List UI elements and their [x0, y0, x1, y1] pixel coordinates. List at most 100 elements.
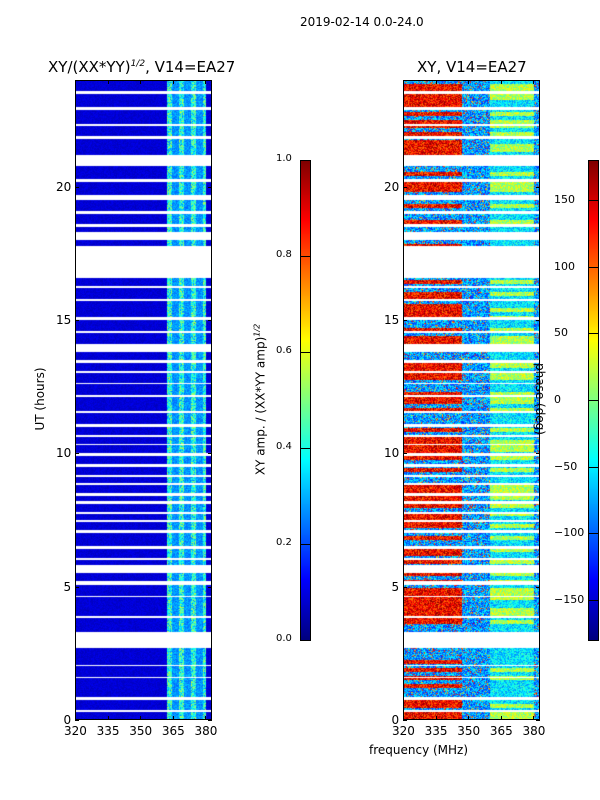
- colorbar-tick: [300, 448, 311, 449]
- y-tick-mark: [75, 453, 79, 455]
- x-tick-label: 320: [64, 724, 87, 738]
- x-tick-mark-top: [75, 80, 76, 84]
- amp-cb-label-text: XY amp. / (XX*YY amp): [253, 336, 268, 476]
- y-tick-label: 0: [391, 713, 400, 727]
- x-tick-mark: [435, 716, 437, 720]
- x-tick-label: 335: [424, 724, 448, 738]
- y-tick-mark-right: [208, 453, 212, 455]
- y-tick-label: 0: [63, 713, 72, 727]
- left-title-sup: 1/2: [130, 59, 146, 69]
- y-tick-mark-right: [536, 320, 540, 321]
- x-tick-mark-top: [468, 80, 470, 84]
- colorbar-tick-label: 150: [554, 193, 575, 206]
- colorbar-tick-label: 1.0: [276, 153, 292, 164]
- left-title-tail: , V14=EA27: [145, 58, 236, 76]
- colorbar-tick: [300, 544, 311, 545]
- colorbar-tick: [300, 352, 311, 353]
- x-tick-label: 320: [392, 724, 415, 738]
- x-tick-mark: [205, 716, 207, 720]
- phase-heatmap: [403, 80, 540, 719]
- x-tick-mark-top: [500, 80, 502, 84]
- colorbar-tick-label: −150: [554, 593, 585, 606]
- y-tick-mark-right: [208, 586, 212, 588]
- x-tick-mark-top: [107, 80, 109, 84]
- x-tick-mark-top: [205, 80, 207, 84]
- x-tick-label: 365: [161, 724, 185, 738]
- amplitude-heatmap: [75, 80, 212, 719]
- y-tick-mark-right: [536, 586, 540, 588]
- colorbar-tick-label: 0.2: [276, 537, 292, 548]
- right-axes-frame: [403, 80, 540, 720]
- x-tick-label: 380: [522, 724, 546, 738]
- colorbar-tick: [300, 256, 311, 257]
- x-tick-label: 350: [129, 724, 153, 738]
- y-tick-label: 5: [391, 579, 400, 594]
- x-tick-mark-top: [533, 80, 535, 84]
- colorbar-tick-label: −50: [554, 459, 578, 473]
- x-tick-mark-top: [140, 80, 142, 84]
- x-tick-mark: [500, 716, 502, 720]
- left-axes-frame: [75, 80, 212, 720]
- y-tick-mark: [403, 320, 407, 321]
- y-tick-mark-right: [536, 720, 540, 721]
- colorbar-tick-label: 0.6: [276, 345, 292, 356]
- y-tick-mark: [75, 720, 79, 721]
- y-tick-label: 10: [56, 446, 72, 461]
- y-tick-mark: [75, 186, 79, 188]
- colorbar-tick-label: 100: [554, 259, 575, 273]
- x-tick-mark-top: [435, 80, 437, 84]
- y-tick-mark: [403, 453, 407, 455]
- y-tick-label: 10: [384, 446, 400, 461]
- amplitude-colorbar: [300, 160, 310, 640]
- colorbar-tick-label: 0.8: [276, 249, 292, 260]
- x-tick-label: 380: [194, 724, 218, 738]
- y-tick-label: 15: [384, 313, 400, 327]
- x-tick-label: 350: [457, 724, 481, 738]
- x-tick-mark: [468, 716, 470, 720]
- x-tick-mark-top: [172, 80, 174, 84]
- colorbar-tick: [588, 266, 599, 268]
- y-tick-label: 20: [56, 179, 72, 194]
- colorbar-tick-label: 0.0: [276, 633, 292, 644]
- xlabel: frequency (MHz): [369, 743, 469, 757]
- colorbar-tick: [300, 160, 311, 161]
- x-tick-mark: [533, 716, 535, 720]
- x-tick-mark: [75, 716, 76, 720]
- phase-colorbar-label: phase (deg): [533, 362, 547, 435]
- x-tick-mark-top: [403, 80, 404, 84]
- left-ylabel: UT (hours): [33, 367, 47, 431]
- y-tick-mark-right: [208, 720, 212, 721]
- colorbar-tick: [588, 333, 599, 335]
- x-tick-mark: [172, 716, 174, 720]
- amplitude-colorbar-frame: [300, 160, 311, 641]
- colorbar-tick: [588, 200, 599, 201]
- colorbar-tick-label: 50: [554, 326, 568, 340]
- y-tick-mark-right: [536, 186, 540, 188]
- x-tick-mark: [140, 716, 142, 720]
- y-tick-mark: [403, 586, 407, 588]
- amp-cb-label-sup: 1/2: [252, 323, 262, 337]
- y-tick-mark: [403, 720, 407, 721]
- x-tick-label: 335: [96, 724, 120, 738]
- colorbar-tick-label: −100: [554, 526, 585, 540]
- x-tick-mark: [107, 716, 109, 720]
- y-tick-mark-right: [536, 453, 540, 455]
- colorbar-tick: [588, 466, 599, 468]
- colorbar-tick: [588, 533, 599, 535]
- colorbar-tick: [588, 400, 599, 401]
- figure-suptitle: 2019-02-14 0.0-24.0: [300, 15, 424, 29]
- left-title-base: XY/(XX*YY): [48, 58, 131, 76]
- y-tick-mark-right: [208, 186, 212, 188]
- y-tick-mark: [75, 320, 79, 321]
- x-tick-label: 365: [489, 724, 513, 738]
- y-tick-mark-right: [208, 320, 212, 321]
- amplitude-colorbar-label: XY amp. / (XX*YY amp)1/2: [253, 300, 268, 500]
- left-panel-title: XY/(XX*YY)1/2, V14=EA27: [48, 58, 235, 76]
- colorbar-tick-label: 0: [554, 393, 561, 406]
- y-tick-mark: [403, 186, 407, 188]
- y-tick-label: 20: [384, 179, 400, 194]
- colorbar-tick-label: 0.4: [276, 441, 292, 452]
- colorbar-tick: [300, 640, 311, 641]
- y-tick-label: 15: [56, 313, 72, 327]
